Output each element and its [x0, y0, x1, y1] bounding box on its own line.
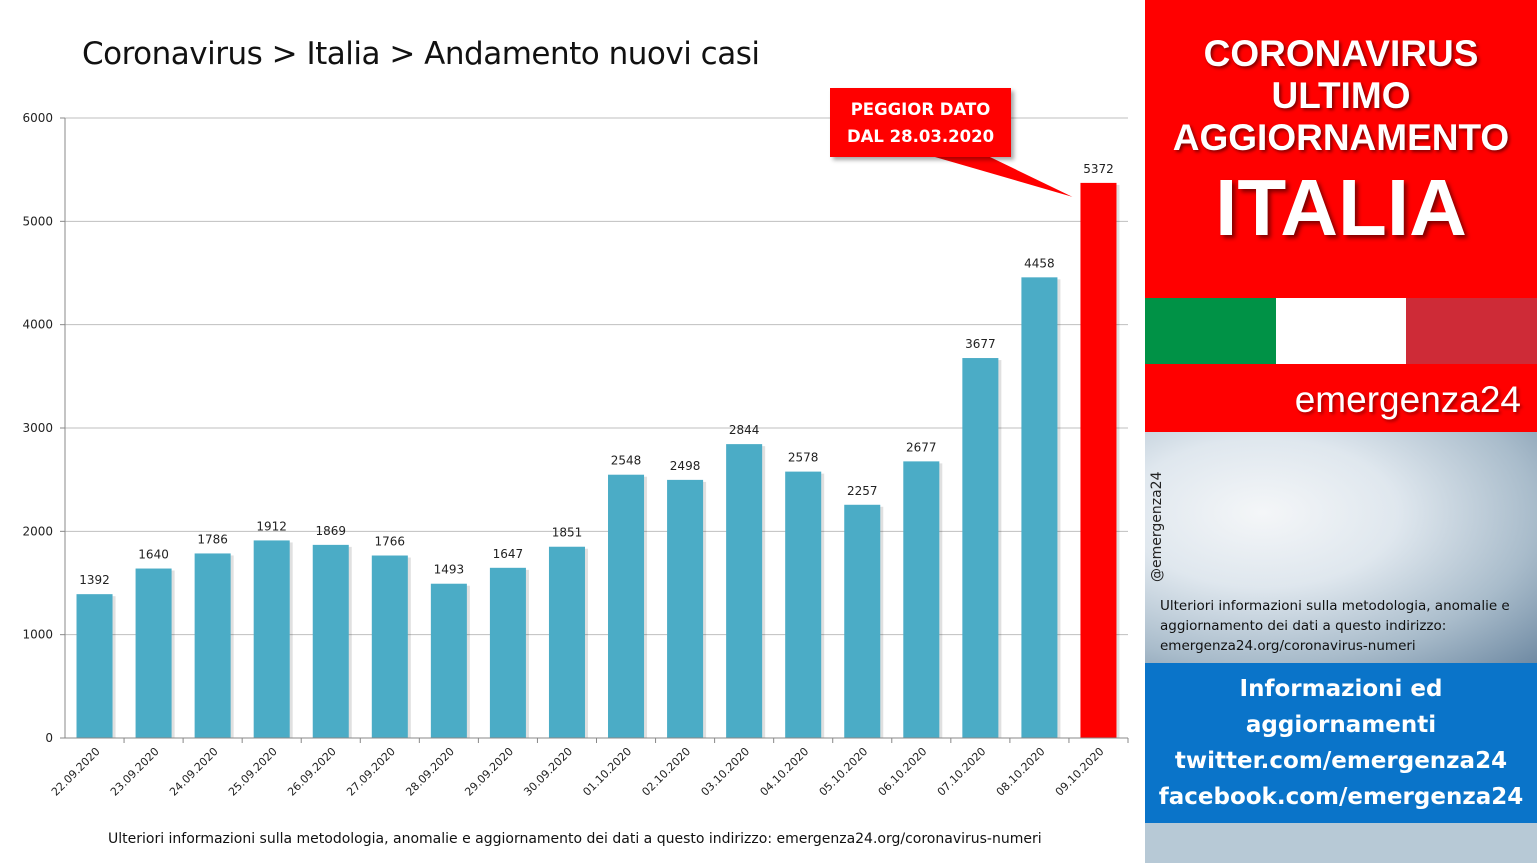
- bar: [430, 583, 467, 738]
- x-tick-label: 03.10.2020: [699, 745, 753, 799]
- y-tick-label: 0: [45, 731, 53, 745]
- x-tick-label: 08.10.2020: [994, 745, 1048, 799]
- x-tick-label: 23.09.2020: [108, 745, 162, 799]
- bar: [371, 555, 408, 738]
- info-line-2: aggiornamenti: [1245, 712, 1437, 738]
- bar: [667, 479, 704, 738]
- facebook-link[interactable]: facebook.com/emergenza24: [1158, 784, 1524, 810]
- data-label: 4458: [1024, 256, 1055, 270]
- data-label: 2257: [847, 484, 878, 498]
- bar: [135, 568, 172, 738]
- data-label: 1640: [138, 548, 169, 562]
- data-label: 2498: [670, 459, 701, 473]
- bar-chart: 0 1000 2000 3000 4000 5000 6000 1392 22.09.2020 1…: [22, 111, 1129, 799]
- banner-country: ITALIA: [1215, 163, 1467, 252]
- brand-name: emergenza24: [1145, 364, 1537, 432]
- bar: [903, 461, 940, 738]
- data-label: 2578: [788, 451, 819, 465]
- callout-line-2: DAL 28.03.2020: [846, 127, 995, 146]
- data-label: 1392: [79, 573, 110, 587]
- info-line-1: Informazioni ed: [1239, 676, 1443, 702]
- data-label: 2844: [729, 423, 760, 437]
- background-photo: @emergenza24 Ulteriori informazioni sull…: [1145, 432, 1537, 663]
- x-tick-label: 29.09.2020: [462, 745, 516, 799]
- social-handle: @emergenza24: [1149, 471, 1165, 583]
- bar: [962, 358, 999, 738]
- bar: [194, 553, 231, 738]
- sidebar-methodology-note: Ulteriori informazioni sulla metodologia…: [1160, 598, 1510, 654]
- banner-line-3: AGGIORNAMENTO: [1172, 117, 1510, 158]
- twitter-link[interactable]: twitter.com/emergenza24: [1174, 748, 1508, 774]
- y-tick-label: 5000: [22, 214, 53, 228]
- bar: [548, 546, 585, 738]
- x-tick-label: 30.09.2020: [521, 745, 575, 799]
- banner-line-1: CORONAVIRUS: [1203, 33, 1479, 74]
- chart-title: Coronavirus > Italia > Andamento nuovi c…: [82, 36, 760, 72]
- methodology-note: Ulteriori informazioni sulla metodologia…: [108, 831, 1042, 847]
- y-tick-label: 4000: [22, 318, 53, 332]
- y-tick-label: 1000: [22, 628, 53, 642]
- x-tick-label: 22.09.2020: [49, 745, 103, 799]
- bar: [608, 474, 645, 738]
- data-label: 1851: [552, 526, 583, 540]
- callout-line-1: PEGGIOR DATO: [850, 100, 991, 119]
- bar: [785, 471, 822, 738]
- data-label: 1869: [315, 524, 346, 538]
- data-label: 1912: [256, 519, 287, 533]
- data-label: 1493: [434, 563, 465, 577]
- social-info-box: Informazioni ed aggiornamenti twitter.co…: [1145, 663, 1537, 823]
- y-tick-label: 6000: [22, 111, 53, 125]
- bar: [1021, 277, 1058, 738]
- update-banner: CORONAVIRUS ULTIMO AGGIORNAMENTO ITALIA: [1145, 0, 1537, 298]
- y-tick-label: 3000: [22, 421, 53, 435]
- banner-line-2: ULTIMO: [1271, 75, 1411, 116]
- x-tick-label: 05.10.2020: [817, 745, 871, 799]
- x-tick-label: 25.09.2020: [226, 745, 280, 799]
- flag-red-stripe: [1406, 298, 1537, 364]
- y-tick-label: 2000: [22, 524, 53, 538]
- bar: [844, 504, 881, 738]
- callout-pointer: [935, 157, 1073, 197]
- x-tick-label: 02.10.2020: [639, 745, 693, 799]
- x-tick-label: 01.10.2020: [580, 745, 634, 799]
- data-label: 1786: [197, 532, 228, 546]
- flag-white-stripe: [1275, 298, 1407, 364]
- x-tick-label: 06.10.2020: [876, 745, 930, 799]
- italian-flag: [1145, 298, 1537, 364]
- x-tick-label: 09.10.2020: [1053, 745, 1107, 799]
- data-label: 5372: [1083, 162, 1114, 176]
- worst-data-callout: PEGGIOR DATO DAL 28.03.2020: [830, 88, 1011, 157]
- bar: [726, 444, 763, 738]
- bar: [253, 540, 290, 738]
- bottom-photo-strip: [1145, 823, 1537, 863]
- bar: [1080, 182, 1117, 739]
- x-tick-label: 07.10.2020: [935, 745, 989, 799]
- x-tick-label: 26.09.2020: [285, 745, 339, 799]
- bar: [76, 594, 113, 738]
- flag-green-stripe: [1145, 298, 1276, 364]
- sidebar: CORONAVIRUS ULTIMO AGGIORNAMENTO ITALIA …: [1145, 0, 1537, 863]
- bar: [312, 544, 349, 738]
- x-tick-label: 27.09.2020: [344, 745, 398, 799]
- x-tick-label: 28.09.2020: [403, 745, 457, 799]
- bar: [489, 567, 526, 738]
- data-label: 2677: [906, 440, 937, 454]
- data-label: 2548: [611, 454, 642, 468]
- data-label: 1766: [375, 535, 406, 549]
- chart-panel: Coronavirus > Italia > Andamento nuovi c…: [22, 36, 1129, 847]
- x-tick-label: 04.10.2020: [758, 745, 812, 799]
- data-label: 1647: [493, 547, 524, 561]
- data-label: 3677: [965, 337, 996, 351]
- x-tick-label: 24.09.2020: [167, 745, 221, 799]
